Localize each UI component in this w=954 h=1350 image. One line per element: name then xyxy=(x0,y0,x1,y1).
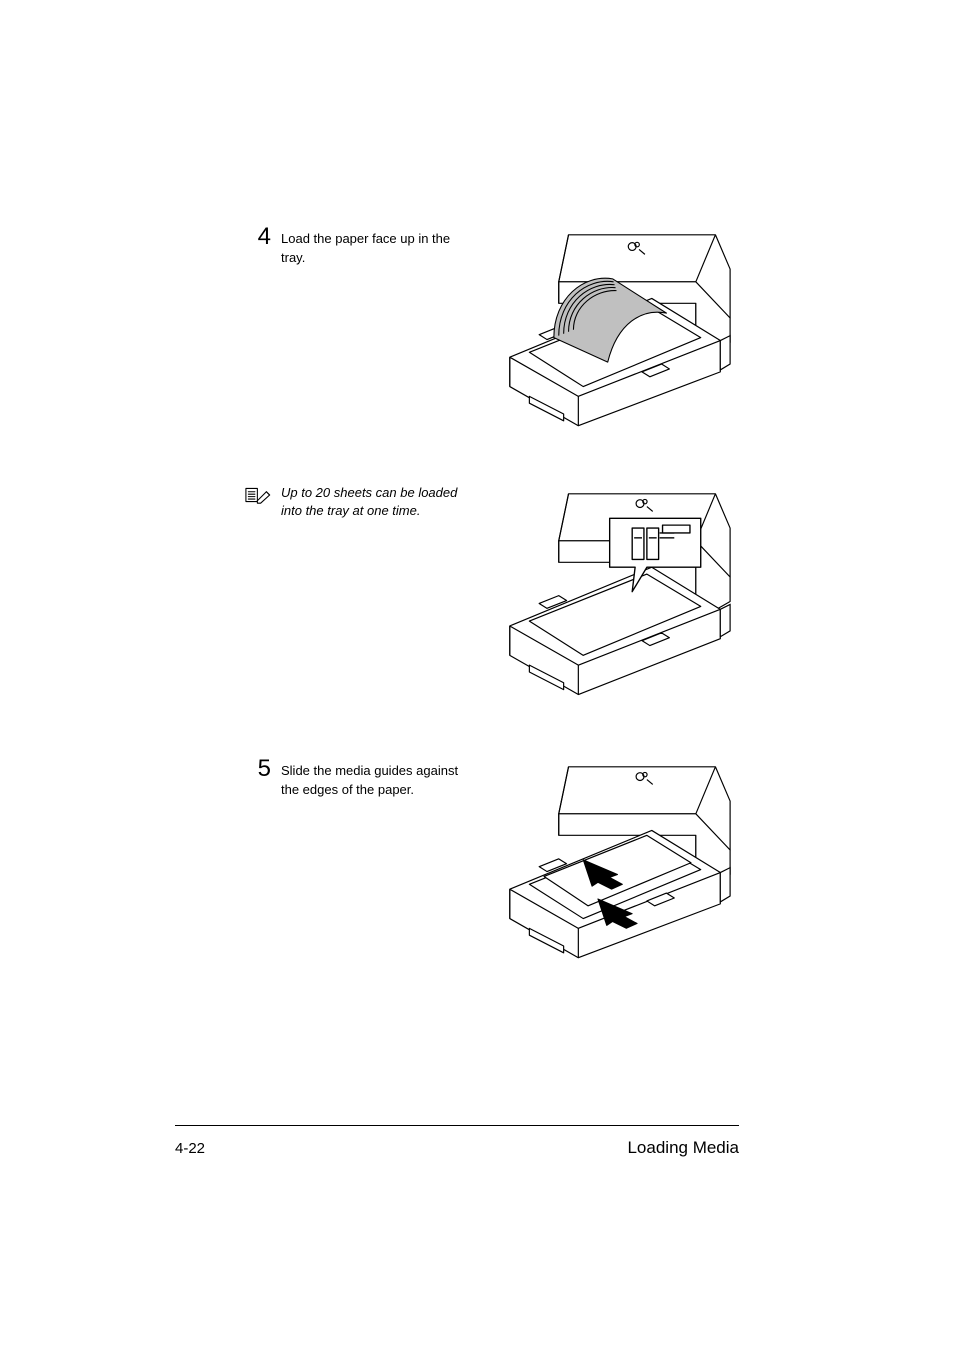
step-4-text-column: 4 Load the paper face up in the tray. xyxy=(245,225,470,268)
page-number: 4-22 xyxy=(175,1140,205,1157)
step-5-text: Slide the media guides against the edges… xyxy=(281,757,470,800)
figure-slide-guides xyxy=(500,757,735,968)
step-5-number: 5 xyxy=(245,757,271,781)
figure-load-paper xyxy=(500,225,735,436)
step-4-number: 4 xyxy=(245,225,271,249)
note-icon xyxy=(245,484,271,509)
step-4-text: Load the paper face up in the tray. xyxy=(281,225,470,268)
footer-line: 4-22 Loading Media xyxy=(175,1138,739,1158)
step-5-block: 5 Slide the media guides against the edg… xyxy=(245,757,764,968)
figure-sheet-limit xyxy=(500,484,735,709)
section-title: Loading Media xyxy=(627,1138,739,1158)
note-block: Up to 20 sheets can be loaded into the t… xyxy=(245,484,764,709)
footer-rule xyxy=(175,1125,739,1126)
step-5-text-column: 5 Slide the media guides against the edg… xyxy=(245,757,470,800)
page-footer: 4-22 Loading Media xyxy=(175,1125,739,1158)
note-text-column: Up to 20 sheets can be loaded into the t… xyxy=(245,484,470,522)
step-4-block: 4 Load the paper face up in the tray. xyxy=(245,225,764,436)
note-text: Up to 20 sheets can be loaded into the t… xyxy=(281,484,470,522)
page-content: 4 Load the paper face up in the tray. xyxy=(0,0,954,968)
